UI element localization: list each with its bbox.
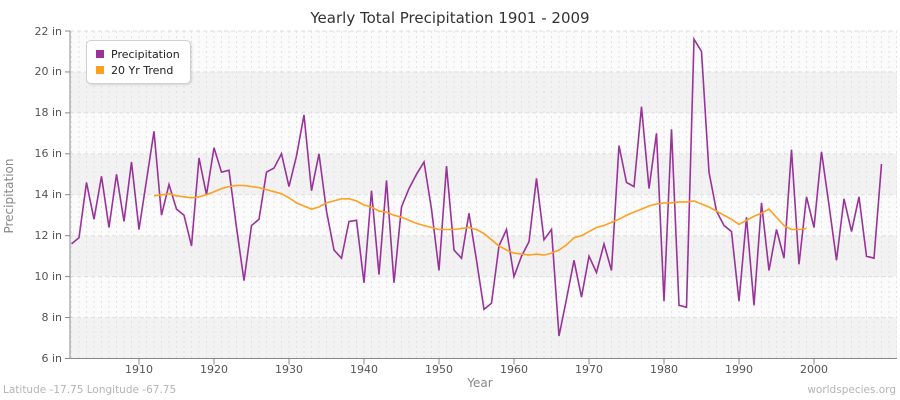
precipitation-swatch-icon bbox=[96, 50, 104, 58]
legend-label-trend: 20 Yr Trend bbox=[111, 63, 174, 77]
y-tick-label: 12 in bbox=[34, 229, 62, 243]
source-text: worldspecies.org bbox=[807, 384, 896, 396]
y-tick-label: 10 in bbox=[34, 270, 62, 284]
y-tick-label: 16 in bbox=[34, 147, 62, 161]
x-tick-label: 1950 bbox=[425, 363, 453, 376]
x-tick-label: 1930 bbox=[275, 363, 303, 376]
x-tick-label: 1970 bbox=[575, 363, 603, 376]
y-tick-label: 8 in bbox=[41, 311, 62, 325]
chart-title: Yearly Total Precipitation 1901 - 2009 bbox=[310, 9, 590, 27]
trend-line bbox=[153, 184, 807, 256]
x-tick-label: 1960 bbox=[500, 363, 528, 376]
y-tick-label: 22 in bbox=[34, 24, 62, 38]
x-tick-label: 1980 bbox=[650, 363, 678, 376]
x-tick-label: 2000 bbox=[800, 363, 828, 376]
legend-item-trend: 20 Yr Trend bbox=[96, 62, 180, 78]
y-tick-label: 14 in bbox=[34, 188, 62, 202]
trend-swatch-icon bbox=[96, 66, 104, 74]
y-tick-label: 20 in bbox=[34, 65, 62, 79]
x-tick-label: 1910 bbox=[125, 363, 153, 376]
legend-item-precipitation: Precipitation bbox=[96, 46, 180, 62]
x-tick-label: 1920 bbox=[200, 363, 228, 376]
x-axis-label: Year bbox=[467, 376, 493, 390]
x-tick-label: 1940 bbox=[350, 363, 378, 376]
coordinates-text: Latitude -17.75 Longitude -67.75 bbox=[3, 384, 177, 396]
legend: Precipitation 20 Yr Trend bbox=[86, 40, 191, 84]
legend-label-precipitation: Precipitation bbox=[111, 47, 180, 61]
x-tick-label: 1990 bbox=[725, 363, 753, 376]
y-tick-label: 18 in bbox=[34, 106, 62, 120]
plot-band bbox=[70, 153, 897, 195]
y-tick-label: 6 in bbox=[41, 352, 62, 365]
